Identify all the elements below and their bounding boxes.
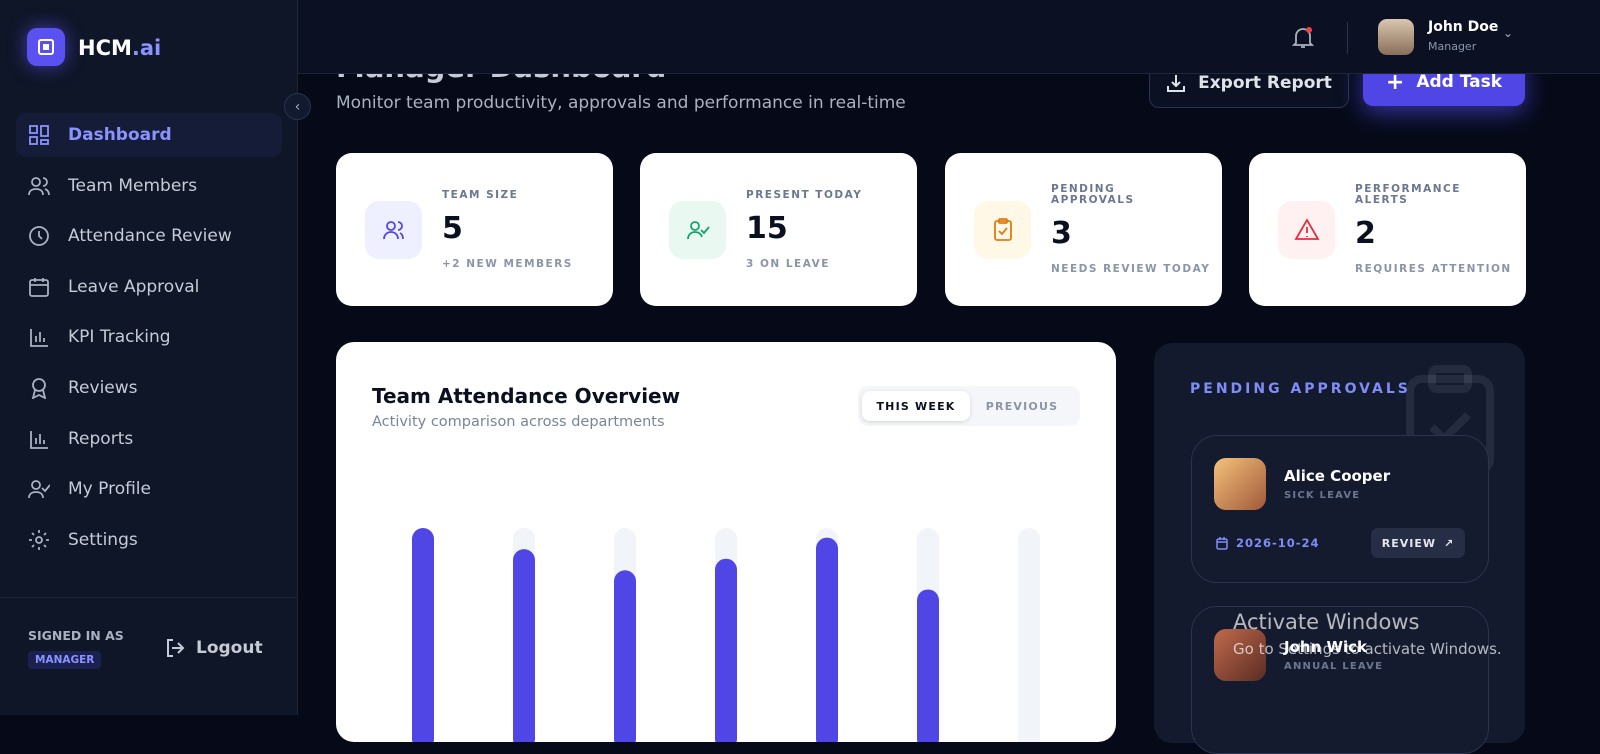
stat-icon bbox=[1278, 200, 1335, 259]
tab-previous[interactable]: PREVIOUS bbox=[985, 399, 1059, 413]
stat-value: 5 bbox=[442, 210, 463, 246]
stat-icon bbox=[974, 200, 1031, 259]
nav-item[interactable]: Reports bbox=[16, 417, 282, 461]
bar bbox=[715, 558, 737, 742]
stat-card: PERFORMANCE ALERTS 2 REQUIRES ATTENTION bbox=[1249, 153, 1526, 306]
bar bbox=[412, 528, 434, 742]
stat-note: NEEDS REVIEW TODAY bbox=[1051, 263, 1211, 275]
stat-value: 3 bbox=[1051, 216, 1072, 251]
tab-this-week[interactable]: THIS WEEK bbox=[862, 391, 970, 421]
stat-note: 3 ON LEAVE bbox=[746, 257, 830, 270]
stat-text: PERFORMANCE ALERTS 2 REQUIRES ATTENTION bbox=[1355, 183, 1512, 276]
approvals-title: PENDING APPROVALS bbox=[1190, 381, 1411, 397]
approval-avatar bbox=[1214, 629, 1266, 681]
divider bbox=[1347, 22, 1348, 54]
approval-type: ANNUAL LEAVE bbox=[1284, 661, 1384, 672]
stat-icon bbox=[365, 200, 422, 259]
date-text: 2026-10-24 bbox=[1236, 536, 1320, 550]
review-text: REVIEW bbox=[1381, 536, 1437, 550]
stat-note: +2 NEW MEMBERS bbox=[442, 257, 573, 270]
nav-item[interactable]: Settings bbox=[16, 518, 282, 562]
nav-item[interactable]: Attendance Review bbox=[16, 214, 282, 258]
nav-item[interactable]: KPI Tracking bbox=[16, 315, 282, 359]
nav-item[interactable]: Reviews bbox=[16, 366, 282, 410]
logo-icon bbox=[27, 28, 65, 66]
nav-label: Dashboard bbox=[68, 125, 172, 145]
user-avatar bbox=[1378, 19, 1414, 55]
stat-value: 15 bbox=[746, 210, 788, 246]
approval-date: 2026-10-24 bbox=[1216, 536, 1320, 550]
os-watermark-text: Go to Settings to activate Windows. bbox=[1233, 640, 1502, 658]
nav-item[interactable]: Team Members bbox=[16, 164, 282, 208]
os-watermark-title: Activate Windows bbox=[1233, 610, 1420, 634]
nav-item[interactable]: Dashboard bbox=[16, 113, 282, 157]
stat-text: PRESENT TODAY 15 3 ON LEAVE bbox=[746, 188, 863, 270]
bar-chart bbox=[412, 528, 1040, 742]
bar-track bbox=[1018, 528, 1040, 742]
brand-name: HCM bbox=[78, 36, 132, 60]
signed-in-label: SIGNED IN AS bbox=[28, 628, 124, 643]
stat-text: TEAM SIZE 5 +2 NEW MEMBERS bbox=[442, 188, 573, 270]
tab-group: THIS WEEK PREVIOUS bbox=[858, 386, 1080, 426]
approval-name: John Wick bbox=[1284, 638, 1368, 656]
nav-label: Attendance Review bbox=[68, 226, 232, 247]
add-task-text: Add Task bbox=[1416, 72, 1503, 92]
chart-title: Team Attendance Overview bbox=[372, 384, 681, 408]
stat-label: PERFORMANCE ALERTS bbox=[1355, 183, 1461, 206]
nav-label: Reviews bbox=[68, 378, 138, 398]
collapse-button[interactable]: ‹ bbox=[284, 93, 311, 120]
logout-button[interactable]: Logout bbox=[164, 637, 263, 659]
approval-avatar bbox=[1214, 458, 1266, 510]
divider bbox=[0, 597, 298, 598]
topbar: John Doe Manager ⌄ bbox=[298, 0, 1600, 74]
role-badge: MANAGER bbox=[28, 651, 102, 669]
nav-label: KPI Tracking bbox=[68, 327, 171, 348]
nav-label: Settings bbox=[68, 529, 138, 550]
stat-label: PRESENT TODAY bbox=[746, 188, 863, 201]
logo-text: HCM.ai bbox=[78, 36, 161, 60]
chart-card: Team Attendance Overview Activity compar… bbox=[336, 342, 1116, 742]
nav-item[interactable]: My Profile bbox=[16, 467, 282, 511]
stat-value: 2 bbox=[1355, 216, 1376, 251]
nav-label: My Profile bbox=[68, 479, 151, 500]
chart-subtitle: Activity comparison across departments bbox=[372, 414, 665, 430]
stat-card: TEAM SIZE 5 +2 NEW MEMBERS bbox=[336, 153, 613, 306]
stat-card: PENDING APPROVALS 3 NEEDS REVIEW TODAY bbox=[945, 153, 1222, 306]
stat-icon bbox=[669, 200, 726, 259]
stat-note: REQUIRES ATTENTION bbox=[1355, 263, 1512, 275]
bell-icon[interactable] bbox=[1292, 26, 1314, 50]
stat-text: PENDING APPROVALS 3 NEEDS REVIEW TODAY bbox=[1051, 183, 1211, 276]
stat-label: PENDING APPROVALS bbox=[1051, 183, 1135, 206]
nav-label: Reports bbox=[68, 428, 134, 449]
review-button[interactable]: REVIEW ↗ bbox=[1371, 528, 1465, 558]
approval-type: SICK LEAVE bbox=[1284, 490, 1361, 501]
bar bbox=[513, 549, 535, 742]
nav-label: Leave Approval bbox=[68, 276, 200, 297]
bar bbox=[816, 537, 838, 742]
approval-name: Alice Cooper bbox=[1284, 467, 1391, 485]
export-text: Export Report bbox=[1198, 73, 1332, 93]
sidebar: HCM.ai SIGNED IN AS MANAGER Logout Dashb… bbox=[0, 0, 298, 715]
user-name: John Doe bbox=[1428, 19, 1499, 35]
approval-card: Alice Cooper SICK LEAVE 2026-10-24 REVIE… bbox=[1191, 435, 1489, 583]
nav-item[interactable]: Leave Approval bbox=[16, 265, 282, 309]
nav-label: Team Members bbox=[68, 175, 198, 196]
brand-suffix: .ai bbox=[131, 36, 162, 60]
bar bbox=[917, 589, 939, 742]
logout-text: Logout bbox=[196, 638, 263, 658]
stat-label: TEAM SIZE bbox=[442, 188, 519, 201]
stat-card: PRESENT TODAY 15 3 ON LEAVE bbox=[640, 153, 917, 306]
user-role: Manager bbox=[1428, 40, 1477, 53]
bar bbox=[614, 570, 636, 742]
page-subtitle: Monitor team productivity, approvals and… bbox=[336, 93, 906, 113]
user-menu-chevron[interactable]: ⌄ bbox=[1503, 26, 1514, 40]
